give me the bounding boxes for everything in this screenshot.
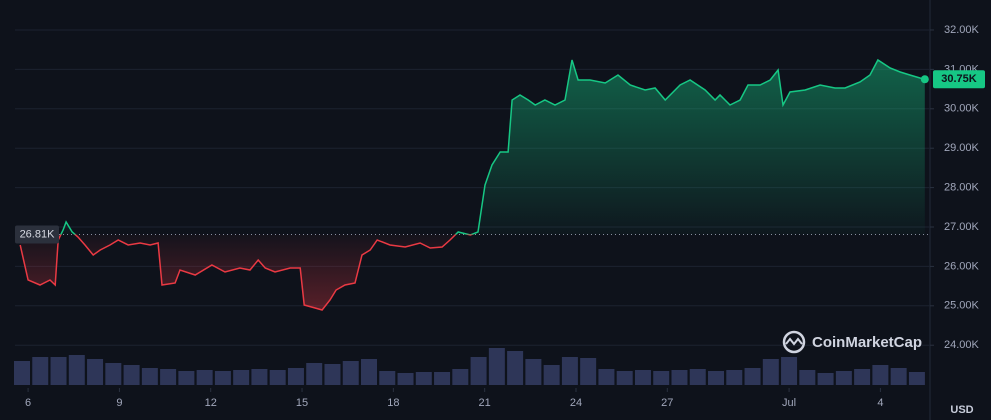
x-tick-label: 18 — [387, 397, 399, 409]
y-tick-label: 28.00K — [944, 182, 980, 194]
volume-bar — [50, 357, 67, 385]
volume-bar — [160, 369, 177, 385]
baseline-label: 26.81K — [20, 228, 56, 240]
volume-bar — [726, 370, 743, 385]
volume-bar — [872, 365, 889, 385]
volume-bar — [543, 365, 560, 385]
volume-bar — [854, 369, 871, 385]
last-price-label: 30.75K — [941, 73, 977, 85]
volume-bar — [671, 370, 688, 385]
y-tick-label: 26.00K — [944, 260, 980, 272]
volume-bar — [653, 371, 670, 385]
y-tick-label: 29.00K — [944, 142, 980, 154]
x-tick-label: 9 — [116, 397, 122, 409]
volume-bar — [415, 372, 432, 385]
x-tick-label: 27 — [661, 397, 673, 409]
volume-bar — [908, 372, 925, 385]
volume-bar — [251, 369, 268, 385]
volume-bar — [634, 370, 651, 385]
volume-bar — [434, 372, 451, 385]
volume-bar — [397, 373, 414, 385]
volume-bar — [214, 371, 231, 385]
watermark: CoinMarketCap — [782, 330, 922, 354]
x-tick-label: 12 — [205, 397, 217, 409]
volume-bar — [32, 357, 49, 385]
y-tick-label: 24.00K — [944, 339, 980, 351]
volume-bar — [68, 355, 85, 385]
x-tick-label: 6 — [25, 397, 31, 409]
volume-bar — [799, 370, 816, 385]
volume-bar — [196, 370, 213, 385]
x-tick-label: Jul — [782, 397, 796, 409]
watermark-logo-line — [785, 337, 803, 346]
baseline-label-box — [15, 225, 59, 244]
volume-bar — [287, 368, 304, 385]
watermark-text: CoinMarketCap — [812, 334, 922, 351]
price-area — [20, 60, 925, 310]
volume-bar — [507, 351, 524, 385]
volume-bar — [342, 361, 359, 385]
y-tick-label: 25.00K — [944, 300, 980, 312]
volume-bar — [452, 369, 469, 385]
volume-bar — [762, 359, 779, 385]
volume-bar — [835, 371, 852, 385]
volume-bar — [123, 365, 140, 385]
x-tick-label: 15 — [296, 397, 308, 409]
y-tick-label: 30.00K — [944, 103, 980, 115]
volume-bar — [580, 358, 597, 385]
y-tick-label: 32.00K — [944, 24, 980, 36]
volume-bar — [488, 348, 505, 385]
volume-bar — [361, 359, 378, 385]
volume-bar — [269, 370, 286, 385]
x-tick-label: 24 — [570, 397, 582, 409]
watermark-logo — [782, 330, 806, 354]
volume-bar — [890, 368, 907, 385]
volume-bar — [324, 364, 341, 385]
volume-bar — [689, 369, 706, 385]
volume-bar — [708, 371, 725, 385]
x-tick-label: 21 — [479, 397, 491, 409]
volume-bar — [598, 369, 615, 385]
volume-bar — [817, 373, 834, 385]
volume-bar — [14, 361, 31, 385]
price-line — [19, 58, 925, 311]
volume-bar — [87, 359, 104, 385]
volume-bar — [744, 368, 761, 385]
last-price-box — [933, 70, 985, 89]
volume-bar — [379, 371, 396, 385]
y-tick-label: 27.00K — [944, 221, 980, 233]
volume-bar — [105, 363, 122, 385]
last-point — [920, 75, 929, 84]
currency-label: USD — [950, 404, 973, 416]
x-tick-label: 4 — [877, 397, 883, 409]
volume-bar — [141, 368, 158, 385]
volume-bar — [781, 357, 798, 385]
volume-bar — [525, 359, 542, 385]
volume-bar — [616, 371, 633, 385]
volume-bar — [233, 370, 250, 385]
volume-bar — [561, 357, 578, 385]
volume-bar — [306, 363, 323, 385]
volume-bar — [470, 357, 487, 385]
volume-bar — [178, 371, 195, 385]
